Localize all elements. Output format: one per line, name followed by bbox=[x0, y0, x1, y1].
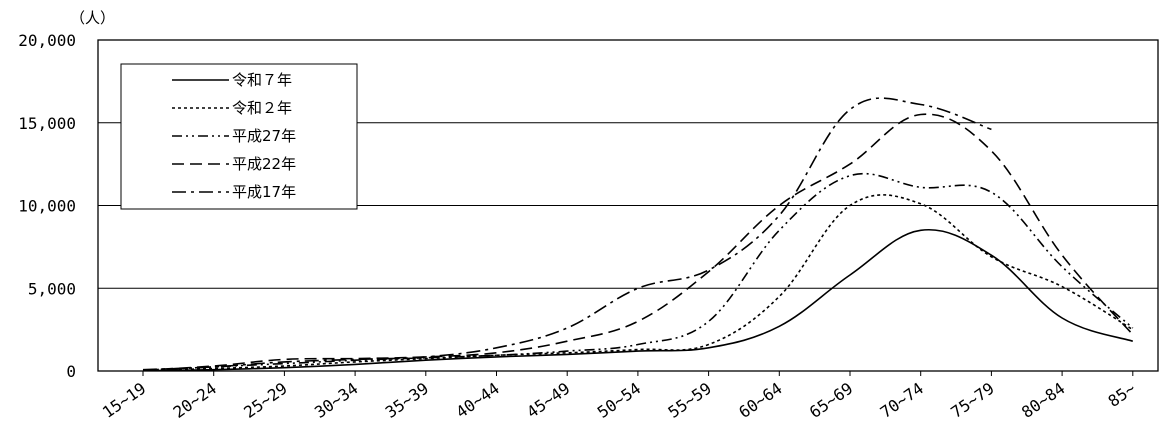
x-tick-label: 15~19 bbox=[99, 379, 149, 422]
x-tick-label: 75~79 bbox=[947, 379, 997, 422]
legend-label: 平成27年 bbox=[232, 127, 296, 145]
series-line bbox=[142, 172, 1134, 371]
x-tick-label: 25~29 bbox=[240, 379, 290, 422]
series-line bbox=[142, 228, 1134, 372]
x-tick-label: 65~69 bbox=[806, 379, 856, 422]
x-tick-label: 85~ bbox=[1105, 379, 1140, 411]
series-line bbox=[142, 194, 1134, 372]
series-lines bbox=[142, 97, 1134, 372]
y-tick-label: 10,000 bbox=[18, 197, 76, 216]
legend-label: 令和２年 bbox=[232, 99, 292, 117]
series-line bbox=[142, 97, 992, 371]
legend-label: 平成22年 bbox=[232, 155, 296, 173]
y-tick-label: 5,000 bbox=[28, 279, 76, 298]
legend-label: 平成17年 bbox=[232, 183, 296, 201]
legend-box bbox=[120, 63, 358, 210]
x-tick-label: 20~24 bbox=[170, 379, 220, 422]
x-tick-label: 50~54 bbox=[594, 379, 644, 422]
y-tick-label: 20,000 bbox=[18, 31, 76, 50]
y-axis-unit: （人） bbox=[70, 9, 115, 27]
legend-label: 令和７年 bbox=[232, 71, 292, 89]
x-axis-ticks: 15~19 20~24 25~29 30~34 35~39 40~44 45~49 50~54… bbox=[99, 371, 1139, 422]
x-tick-label: 35~39 bbox=[382, 379, 432, 422]
x-tick-label: 70~74 bbox=[877, 379, 927, 422]
x-tick-label: 45~49 bbox=[523, 379, 573, 422]
plot-frame bbox=[97, 39, 1159, 372]
x-tick-label: 80~84 bbox=[1018, 379, 1068, 422]
x-tick-label: 60~64 bbox=[735, 379, 785, 422]
x-tick-label: 55~59 bbox=[665, 379, 715, 422]
y-axis-ticks: 0 5,000 10,000 15,000 20,000 bbox=[18, 31, 76, 381]
y-tick-label: 15,000 bbox=[18, 114, 76, 133]
series-line bbox=[142, 113, 1134, 371]
x-tick-label: 30~34 bbox=[311, 379, 361, 422]
y-tick-label: 0 bbox=[66, 362, 76, 381]
x-tick-label: 40~44 bbox=[452, 379, 502, 422]
